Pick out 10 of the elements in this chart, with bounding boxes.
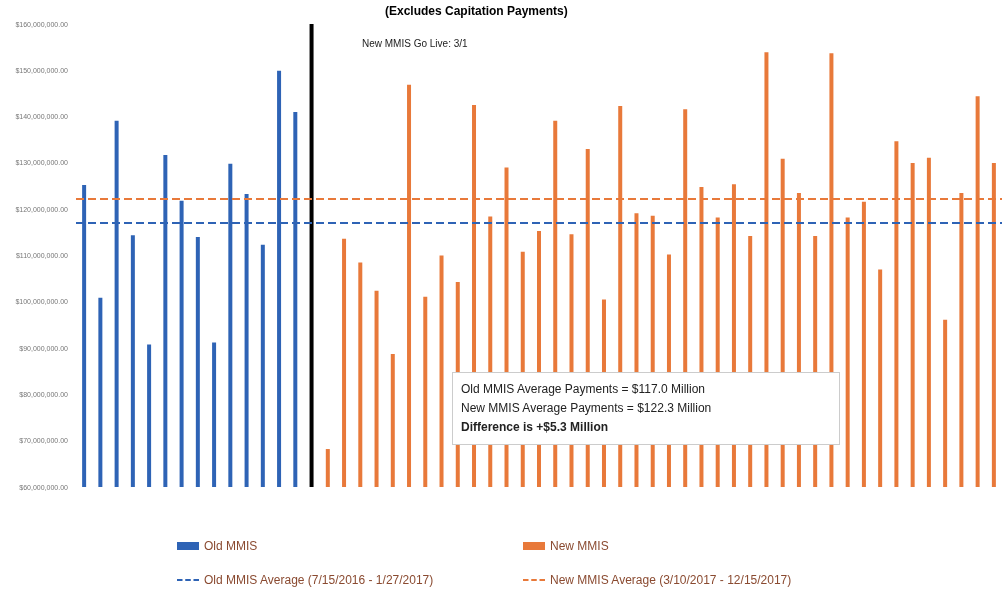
legend-label: New MMIS Average (3/10/2017 - 12/15/2017): [550, 573, 792, 587]
legend-label: New MMIS: [550, 539, 609, 553]
note-box: Old MMIS Average Payments = $117.0 Million New MMIS Average Payments = $122.3 Million Difference is +$5.3 Million: [452, 372, 840, 445]
annotation: New MMIS Go Live: 3/1: [362, 37, 469, 49]
legend-label: Old MMIS Average (7/15/2016 - 1/27/2017): [204, 573, 434, 587]
chart-title: (Excludes Capitation Payments): [385, 4, 568, 18]
annotation: Old MMIS Average Payments = $117.0 Million: [461, 381, 706, 398]
annotation: New MMIS Average Payments = $122.3 Million: [461, 400, 713, 417]
legend-label: Old MMIS: [204, 539, 258, 553]
annotation: Difference is +$5.3 Million: [461, 419, 610, 436]
